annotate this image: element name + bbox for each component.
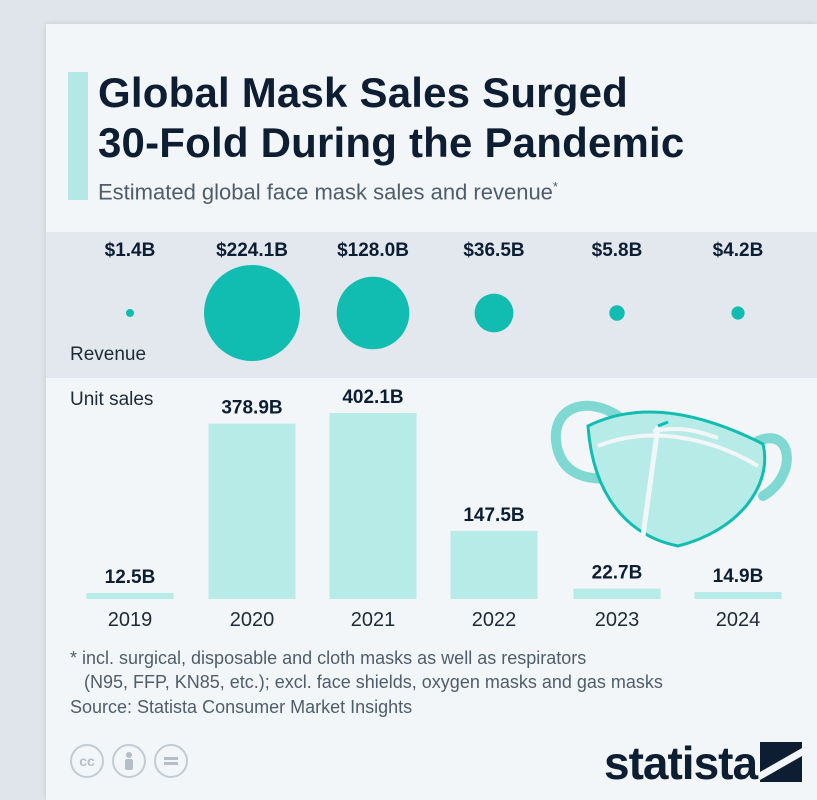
year-label-2024: 2024	[716, 609, 761, 631]
unit-bar-2024	[694, 592, 782, 599]
revenue-circle-2020	[204, 265, 300, 361]
revenue-label-2023: $5.8B	[592, 240, 643, 261]
title-line-1: Global Mask Sales Surged	[98, 69, 628, 116]
revenue-label-2024: $4.2B	[713, 240, 764, 261]
revenue-label-2022: $36.5B	[463, 240, 524, 261]
year-label-2022: 2022	[472, 609, 517, 631]
attribution-icon[interactable]	[112, 744, 146, 778]
chart-title: Global Mask Sales Surged 30-Fold During …	[98, 68, 798, 168]
unit-bar-2022	[450, 530, 538, 599]
revenue-circle-2023	[609, 305, 625, 321]
license-icons: cc	[70, 744, 188, 778]
source-note: Source: Statista Consumer Market Insight…	[70, 697, 413, 717]
year-label-2020: 2020	[230, 609, 275, 631]
revenue-band	[46, 232, 817, 378]
revenue-circle-2019	[126, 309, 134, 317]
unit-bar-2020	[208, 423, 296, 599]
unit-bar-2019	[86, 593, 174, 599]
unit-bar-2021	[329, 413, 417, 599]
unit-bar-2023	[573, 588, 661, 599]
statista-logo-icon	[760, 742, 802, 782]
revenue-circle-2024	[731, 306, 745, 320]
chart-svg: $1.4B 12.5B 2019 $224.1B 378.9B 2020 $128.0B 40…	[86, 240, 782, 631]
revenue-circle-2021	[336, 276, 410, 350]
year-label-2021: 2021	[351, 609, 396, 631]
infographic-card: Global Mask Sales Surged 30-Fold During …	[46, 24, 817, 800]
subtitle-text: Estimated global face mask sales and rev…	[98, 179, 553, 205]
footnote-line-1: * incl. surgical, disposable and cloth m…	[70, 648, 587, 668]
statista-logo-text[interactable]: statista	[604, 737, 758, 789]
revenue-label-2020: $224.1B	[216, 240, 288, 261]
unit-label-2019: 12.5B	[105, 567, 156, 588]
title-accent-bar	[68, 72, 88, 200]
cc-icon[interactable]: cc	[70, 744, 104, 778]
title-line-2: 30-Fold During the Pandemic	[98, 119, 685, 166]
revenue-label-2019: $1.4B	[105, 240, 156, 261]
subtitle-footnote-mark: *	[552, 179, 558, 194]
unit-sales-row-label: Unit sales	[70, 389, 154, 410]
face-mask-illustration	[550, 400, 792, 548]
revenue-label-2021: $128.0B	[337, 240, 409, 261]
unit-label-2021: 402.1B	[342, 387, 403, 408]
unit-label-2023: 22.7B	[592, 563, 643, 584]
footnote: * incl. surgical, disposable and cloth m…	[70, 646, 790, 694]
year-label-2019: 2019	[108, 609, 153, 631]
revenue-circle-2022	[474, 293, 514, 333]
year-label-2023: 2023	[595, 609, 640, 631]
unit-label-2022: 147.5B	[463, 505, 524, 526]
revenue-row-label: Revenue	[70, 344, 147, 365]
chart-subtitle: Estimated global face mask sales and rev…	[98, 179, 558, 205]
footnote-line-2: (N95, FFP, KN85, etc.); excl. face shiel…	[84, 672, 663, 692]
unit-label-2024: 14.9B	[713, 566, 764, 587]
unit-label-2020: 378.9B	[221, 398, 282, 419]
no-derivatives-icon[interactable]	[154, 744, 188, 778]
